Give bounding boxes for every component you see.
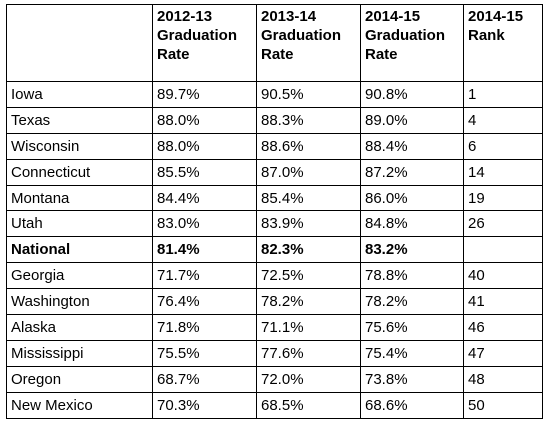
state-cell: Alaska [6, 314, 153, 341]
table-row: Georgia 71.7% 72.5% 78.8% 40 [6, 262, 543, 290]
rate-2014-15-cell: 88.4% [360, 132, 464, 160]
rate-2012-13-cell: 76.4% [152, 288, 257, 316]
rank-cell: 26 [463, 210, 543, 238]
table-row-national: National 81.4% 82.3% 83.2% [6, 236, 543, 264]
table-row: Wisconsin 88.0% 88.6% 88.4% 6 [6, 132, 543, 160]
rank-cell: 41 [463, 288, 543, 316]
rate-2013-14-cell: 68.5% [256, 391, 361, 419]
rate-2012-13-cell: 85.5% [152, 158, 257, 186]
state-cell: New Mexico [6, 391, 153, 419]
header-2013-14-rate: 2013-14 Graduation Rate [256, 4, 361, 82]
state-cell: Mississippi [6, 339, 153, 367]
table-row: Texas 88.0% 88.3% 89.0% 4 [6, 106, 543, 134]
rate-2013-14-cell: 88.6% [256, 132, 361, 160]
table-row: Utah 83.0% 83.9% 84.8% 26 [6, 210, 543, 238]
state-cell: Georgia [6, 262, 153, 290]
rate-2012-13-cell: 81.4% [152, 236, 257, 264]
state-cell: Texas [6, 106, 153, 134]
rate-2012-13-cell: 68.7% [152, 365, 257, 393]
rate-2014-15-cell: 90.8% [360, 81, 464, 108]
rate-2014-15-cell: 87.2% [360, 158, 464, 186]
state-cell: Montana [6, 184, 153, 212]
rank-cell: 47 [463, 339, 543, 367]
rate-2014-15-cell: 75.6% [360, 314, 464, 341]
rank-cell: 46 [463, 314, 543, 341]
rate-2012-13-cell: 71.7% [152, 262, 257, 290]
rank-cell [463, 236, 543, 264]
rate-2013-14-cell: 77.6% [256, 339, 361, 367]
rate-2012-13-cell: 88.0% [152, 132, 257, 160]
rate-2013-14-cell: 71.1% [256, 314, 361, 341]
rate-2012-13-cell: 84.4% [152, 184, 257, 212]
rate-2013-14-cell: 87.0% [256, 158, 361, 186]
state-cell: Oregon [6, 365, 153, 393]
rate-2014-15-cell: 78.2% [360, 288, 464, 316]
rate-2014-15-cell: 83.2% [360, 236, 464, 264]
rate-2012-13-cell: 70.3% [152, 391, 257, 419]
rate-2014-15-cell: 68.6% [360, 391, 464, 419]
rate-2012-13-cell: 88.0% [152, 106, 257, 134]
rank-cell: 40 [463, 262, 543, 290]
table-row: Montana 84.4% 85.4% 86.0% 19 [6, 184, 543, 212]
rank-cell: 1 [463, 81, 543, 108]
state-cell: Washington [6, 288, 153, 316]
state-cell: Utah [6, 210, 153, 238]
rate-2013-14-cell: 72.0% [256, 365, 361, 393]
header-row: 2012-13 Graduation Rate 2013-14 Graduati… [6, 4, 543, 82]
rate-2014-15-cell: 75.4% [360, 339, 464, 367]
table-row: Washington 76.4% 78.2% 78.2% 41 [6, 288, 543, 316]
rate-2013-14-cell: 85.4% [256, 184, 361, 212]
rank-cell: 14 [463, 158, 543, 186]
graduation-rate-table: 2012-13 Graduation Rate 2013-14 Graduati… [6, 4, 543, 419]
rate-2013-14-cell: 78.2% [256, 288, 361, 316]
table-row: New Mexico 70.3% 68.5% 68.6% 50 [6, 391, 543, 419]
rate-2012-13-cell: 83.0% [152, 210, 257, 238]
table-row: Oregon 68.7% 72.0% 73.8% 48 [6, 365, 543, 393]
rank-cell: 6 [463, 132, 543, 160]
header-2014-15-rank: 2014-15 Rank [463, 4, 543, 82]
rate-2013-14-cell: 90.5% [256, 81, 361, 108]
rate-2013-14-cell: 82.3% [256, 236, 361, 264]
table-row: Iowa 89.7% 90.5% 90.8% 1 [6, 81, 543, 108]
rate-2014-15-cell: 84.8% [360, 210, 464, 238]
header-state [6, 4, 153, 82]
rate-2013-14-cell: 72.5% [256, 262, 361, 290]
table-row: Mississippi 75.5% 77.6% 75.4% 47 [6, 339, 543, 367]
rate-2012-13-cell: 75.5% [152, 339, 257, 367]
table-row: Alaska 71.8% 71.1% 75.6% 46 [6, 314, 543, 341]
header-2012-13-rate: 2012-13 Graduation Rate [152, 4, 257, 82]
rate-2014-15-cell: 86.0% [360, 184, 464, 212]
state-cell: Wisconsin [6, 132, 153, 160]
rank-cell: 19 [463, 184, 543, 212]
rate-2012-13-cell: 89.7% [152, 81, 257, 108]
state-cell: National [6, 236, 153, 264]
rate-2013-14-cell: 83.9% [256, 210, 361, 238]
state-cell: Iowa [6, 81, 153, 108]
rank-cell: 4 [463, 106, 543, 134]
rank-cell: 48 [463, 365, 543, 393]
rate-2014-15-cell: 78.8% [360, 262, 464, 290]
rank-cell: 50 [463, 391, 543, 419]
table-row: Connecticut 85.5% 87.0% 87.2% 14 [6, 158, 543, 186]
state-cell: Connecticut [6, 158, 153, 186]
rate-2014-15-cell: 89.0% [360, 106, 464, 134]
rate-2014-15-cell: 73.8% [360, 365, 464, 393]
rate-2013-14-cell: 88.3% [256, 106, 361, 134]
rate-2012-13-cell: 71.8% [152, 314, 257, 341]
header-2014-15-rate: 2014-15 Graduation Rate [360, 4, 464, 82]
